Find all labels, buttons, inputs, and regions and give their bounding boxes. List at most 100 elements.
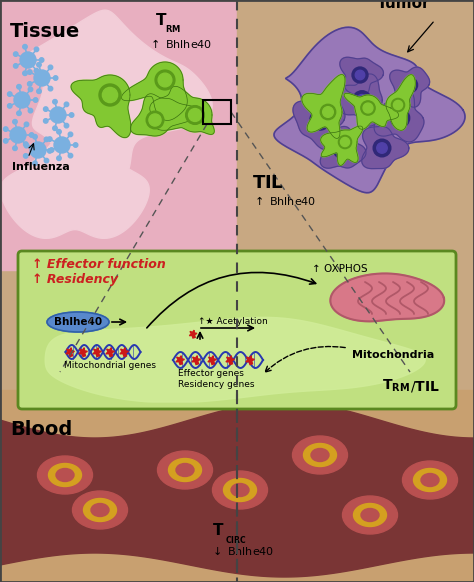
Circle shape: [24, 143, 29, 148]
Circle shape: [33, 134, 37, 139]
Circle shape: [338, 136, 352, 148]
Polygon shape: [386, 74, 415, 130]
Text: Tissue: Tissue: [10, 22, 80, 41]
Circle shape: [340, 137, 349, 147]
Circle shape: [17, 84, 21, 89]
Circle shape: [391, 108, 410, 127]
Text: $/\mathbf{TIL}$: $/\mathbf{TIL}$: [410, 378, 440, 393]
Text: $\downarrow$ Bhlhe40: $\downarrow$ Bhlhe40: [210, 545, 274, 557]
Circle shape: [36, 62, 41, 67]
Circle shape: [405, 80, 414, 90]
Circle shape: [53, 100, 57, 104]
Circle shape: [39, 58, 44, 62]
Ellipse shape: [224, 478, 256, 502]
Polygon shape: [130, 94, 201, 136]
Circle shape: [10, 127, 26, 143]
Circle shape: [361, 101, 375, 115]
Circle shape: [146, 111, 164, 129]
Circle shape: [377, 143, 387, 153]
Circle shape: [3, 127, 8, 132]
Ellipse shape: [157, 451, 212, 489]
Circle shape: [50, 107, 66, 123]
Circle shape: [27, 81, 32, 86]
Circle shape: [73, 143, 78, 147]
Polygon shape: [192, 356, 201, 364]
Circle shape: [158, 73, 172, 87]
Text: $\mathbf{T}_{\mathbf{RM}}$: $\mathbf{T}_{\mathbf{RM}}$: [382, 378, 410, 395]
Ellipse shape: [421, 474, 439, 487]
Text: ↑★ Acetylation: ↑★ Acetylation: [198, 317, 268, 326]
Circle shape: [23, 71, 27, 76]
Circle shape: [47, 148, 52, 153]
Circle shape: [69, 113, 74, 117]
Circle shape: [47, 137, 52, 141]
Circle shape: [3, 139, 8, 143]
Circle shape: [48, 86, 53, 91]
Ellipse shape: [212, 471, 267, 509]
Ellipse shape: [37, 456, 92, 494]
Text: $\mathbf{T}$: $\mathbf{T}$: [155, 12, 167, 28]
Circle shape: [393, 101, 402, 109]
Circle shape: [334, 141, 350, 158]
Polygon shape: [320, 126, 366, 168]
Circle shape: [310, 110, 330, 130]
Circle shape: [373, 139, 391, 157]
Circle shape: [33, 98, 38, 102]
Polygon shape: [344, 93, 399, 129]
Circle shape: [155, 70, 175, 90]
Circle shape: [102, 87, 118, 102]
Bar: [0, 0, 237, 270]
Ellipse shape: [48, 463, 82, 487]
Circle shape: [355, 70, 365, 80]
Circle shape: [28, 87, 33, 91]
Circle shape: [323, 107, 333, 118]
Text: $\uparrow$ Bhlhe40: $\uparrow$ Bhlhe40: [148, 37, 212, 50]
Circle shape: [36, 89, 41, 94]
Polygon shape: [321, 126, 363, 165]
Ellipse shape: [176, 463, 194, 477]
Circle shape: [8, 92, 12, 97]
Circle shape: [44, 137, 49, 141]
Circle shape: [23, 44, 27, 49]
Polygon shape: [66, 347, 74, 357]
Polygon shape: [374, 90, 424, 142]
Ellipse shape: [231, 484, 249, 496]
Text: Mitochondria: Mitochondria: [352, 350, 434, 360]
Polygon shape: [150, 86, 214, 134]
Ellipse shape: [303, 443, 337, 467]
Circle shape: [8, 104, 12, 108]
Circle shape: [13, 119, 17, 124]
Circle shape: [33, 161, 37, 165]
Circle shape: [34, 47, 39, 52]
Circle shape: [49, 148, 54, 152]
Text: Tumor: Tumor: [376, 0, 430, 11]
Circle shape: [149, 114, 161, 126]
Circle shape: [356, 94, 367, 105]
Circle shape: [186, 106, 204, 125]
Ellipse shape: [91, 503, 109, 516]
Circle shape: [20, 52, 36, 68]
Circle shape: [394, 112, 406, 124]
Ellipse shape: [311, 449, 329, 462]
Text: $\mathbf{RM}$: $\mathbf{RM}$: [165, 23, 181, 34]
Circle shape: [54, 76, 58, 80]
Polygon shape: [121, 62, 187, 120]
Bar: [203, 100, 231, 124]
Circle shape: [34, 69, 39, 73]
Circle shape: [44, 158, 49, 163]
Circle shape: [24, 122, 29, 127]
Polygon shape: [293, 95, 345, 150]
Polygon shape: [226, 356, 235, 364]
Polygon shape: [246, 356, 255, 364]
Ellipse shape: [83, 499, 117, 521]
FancyBboxPatch shape: [18, 251, 456, 409]
Ellipse shape: [354, 503, 386, 527]
Text: $\mathbf{CIRC}$: $\mathbf{CIRC}$: [225, 534, 246, 545]
Circle shape: [29, 133, 34, 137]
Polygon shape: [302, 74, 345, 139]
Text: $\uparrow$ Bhlhe40: $\uparrow$ Bhlhe40: [252, 194, 316, 207]
Text: ↑ OXPHOS: ↑ OXPHOS: [312, 264, 368, 274]
Text: Blood: Blood: [10, 420, 72, 439]
Ellipse shape: [413, 469, 447, 492]
Polygon shape: [93, 347, 101, 357]
